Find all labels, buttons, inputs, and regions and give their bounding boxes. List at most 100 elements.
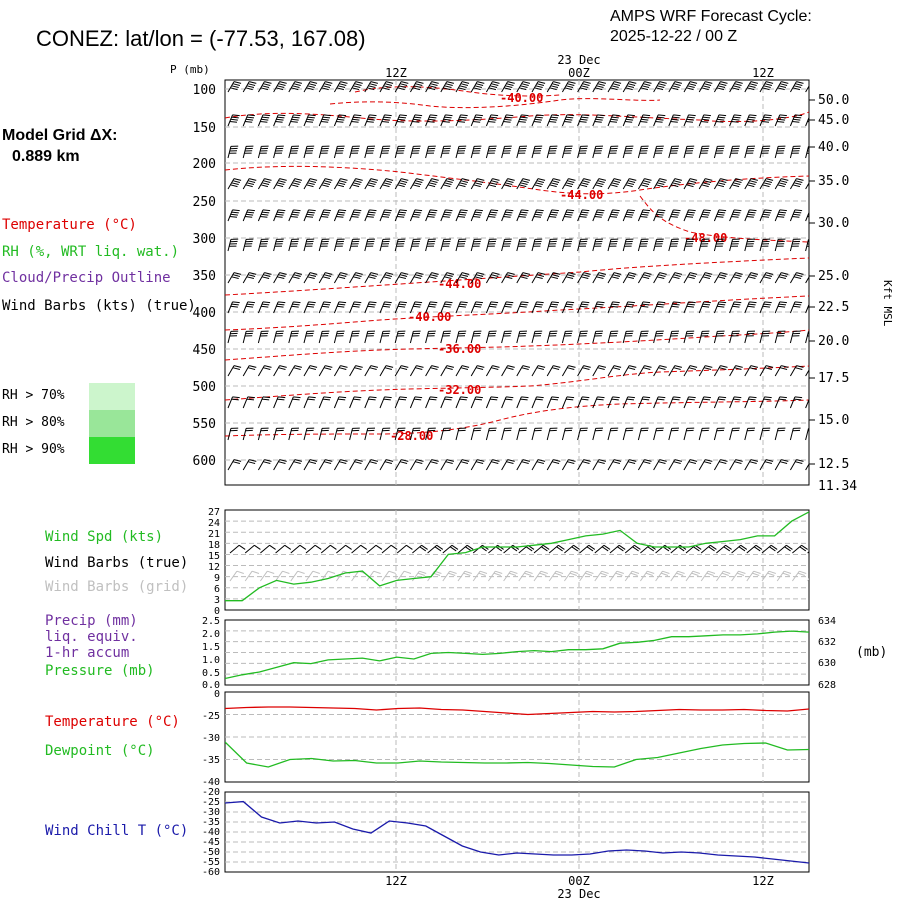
- cs-barb-r9-c19: [516, 365, 531, 377]
- cs-barb-r0-c28: [653, 81, 667, 93]
- cs-barb-r1-c13: [425, 114, 438, 127]
- cs-barb-r11-c16: [470, 427, 482, 441]
- ws-grid-barb-9: [366, 570, 381, 582]
- cs-barb-r1-c18: [501, 114, 514, 127]
- legend-precip-liq: liq. equiv.: [45, 629, 138, 645]
- cs-barb-r2-c35: [759, 145, 771, 159]
- cs-barb-r8-c24: [592, 330, 604, 344]
- cs-barb-r2-c0: [227, 145, 239, 159]
- cs-barb-r8-c26: [622, 330, 634, 344]
- cs-barb-r5-c14: [440, 238, 452, 252]
- contour-44a: [225, 165, 809, 195]
- cs-barb-r3-c34: [744, 178, 759, 190]
- cs-barb-r6-c21: [546, 272, 561, 284]
- cs-barb-r7-c21: [546, 301, 559, 314]
- contour-labels: -40.00 -44.00 -48.00 -44.00 -40.00 -36.0…: [390, 91, 727, 443]
- cs-barb-r3-c14: [440, 178, 455, 190]
- ws-tick-9: 9: [214, 573, 220, 584]
- cs-barb-r0-c12: [409, 81, 424, 93]
- cs-barb-r4-c3: [273, 209, 286, 222]
- cs-barb-r3-c33: [729, 178, 743, 190]
- cs-barb-r4-c13: [425, 209, 438, 222]
- cs-barb-r8-c30: [683, 330, 695, 344]
- cs-barb-r11-c1: [242, 427, 254, 441]
- cs-barb-r7-c0: [227, 301, 240, 314]
- cs-barb-r0-c20: [531, 81, 546, 93]
- cs-barb-r4-c26: [622, 209, 635, 222]
- ws-true-barb-10: [381, 544, 398, 554]
- ws-grid-barb-5: [305, 570, 320, 582]
- cs-barb-r1-c12: [409, 114, 423, 127]
- cs-barb-r7-c29: [668, 301, 681, 314]
- cs-barb-r10-c7: [333, 396, 347, 409]
- cs-barb-r1-c4: [288, 114, 301, 127]
- cs-barb-r2-c14: [440, 145, 452, 159]
- cs-barb-r12-c0: [227, 459, 242, 471]
- pressure-units: (mb): [856, 645, 887, 660]
- press-tick-628: 628: [818, 680, 836, 691]
- cs-barb-r5-c25: [607, 238, 619, 252]
- cs-barb-r9-c37: [789, 365, 804, 377]
- cs-barb-r9-c5: [303, 365, 318, 377]
- cs-barb-r4-c25: [607, 209, 620, 222]
- cs-barb-r0-c31: [698, 81, 713, 93]
- cs-barb-r2-c18: [501, 145, 512, 159]
- cs-barb-r10-c13: [425, 396, 438, 409]
- cs-barb-r5-c10: [379, 238, 391, 252]
- cs-barb-r12-c13: [425, 459, 439, 471]
- cs-barb-r5-c35: [759, 238, 771, 252]
- cs-barb-r8-c29: [668, 330, 680, 344]
- cs-barb-r9-c23: [577, 365, 591, 377]
- cs-barb-r1-c25: [607, 114, 620, 127]
- wind-chill-grid: [225, 792, 809, 872]
- h-tick-7: 20.0: [818, 334, 849, 349]
- cs-barb-r3-c17: [485, 178, 500, 190]
- cs-barb-r7-c35: [759, 301, 772, 314]
- cs-barb-r0-c0: [227, 81, 242, 93]
- cs-barb-r0-c26: [622, 81, 637, 93]
- cs-barb-r2-c33: [729, 145, 740, 159]
- cs-barb-r0-c37: [789, 81, 804, 93]
- cs-barb-r10-c6: [318, 396, 331, 409]
- cs-barb-r6-c38: [805, 276, 809, 284]
- cs-barb-r0-c24: [592, 81, 607, 93]
- cs-barb-r3-c29: [668, 178, 683, 190]
- cs-barb-r5-c0: [227, 238, 239, 252]
- cs-barb-r0-c7: [333, 81, 348, 93]
- cs-barb-r2-c9: [364, 145, 376, 159]
- cs-barb-r10-c3: [273, 396, 286, 409]
- cs-barb-r3-c21: [546, 178, 561, 190]
- wc-tick--60: -60: [202, 867, 220, 878]
- cs-barb-r9-c26: [622, 365, 637, 377]
- cs-barb-r1-c9: [364, 114, 377, 127]
- cs-barb-r5-c17: [485, 238, 497, 252]
- cs-barb-r0-c23: [577, 81, 591, 93]
- cs-barb-r12-c12: [409, 459, 424, 471]
- cs-barb-r10-c19: [516, 396, 529, 409]
- cs-barb-r8-c20: [531, 330, 543, 344]
- cs-barb-r6-c9: [364, 272, 379, 284]
- cs-barb-r5-c16: [470, 238, 482, 252]
- cs-barb-r7-c30: [683, 301, 696, 314]
- cs-barb-r5-c33: [729, 238, 740, 252]
- cs-hgrid: [225, 88, 809, 461]
- cs-barb-r3-c32: [713, 178, 728, 190]
- cs-barb-r4-c20: [531, 209, 544, 222]
- cs-barb-r11-c10: [379, 427, 391, 441]
- cs-barb-r7-c33: [729, 301, 742, 314]
- contour-label-3: -48.00: [684, 231, 727, 245]
- ws-grid-barb-27: [639, 570, 655, 582]
- cs-barb-r11-c35: [759, 427, 771, 441]
- cs-barb-r4-c29: [668, 209, 681, 222]
- cs-barb-r1-c26: [622, 114, 635, 127]
- cs-barb-r8-c17: [485, 330, 497, 344]
- temp-dew-grid: [225, 692, 809, 782]
- cs-barb-r2-c28: [653, 145, 664, 159]
- cs-barb-r12-c21: [546, 459, 561, 471]
- cs-barb-r4-c36: [774, 209, 787, 222]
- ws-grid-barb-34: [746, 570, 761, 582]
- date-label-bottom: 23 Dec: [557, 887, 600, 900]
- cs-barb-r11-c33: [729, 427, 740, 441]
- cs-barb-r4-c32: [713, 209, 727, 222]
- ws-grid-barb-1: [244, 570, 260, 582]
